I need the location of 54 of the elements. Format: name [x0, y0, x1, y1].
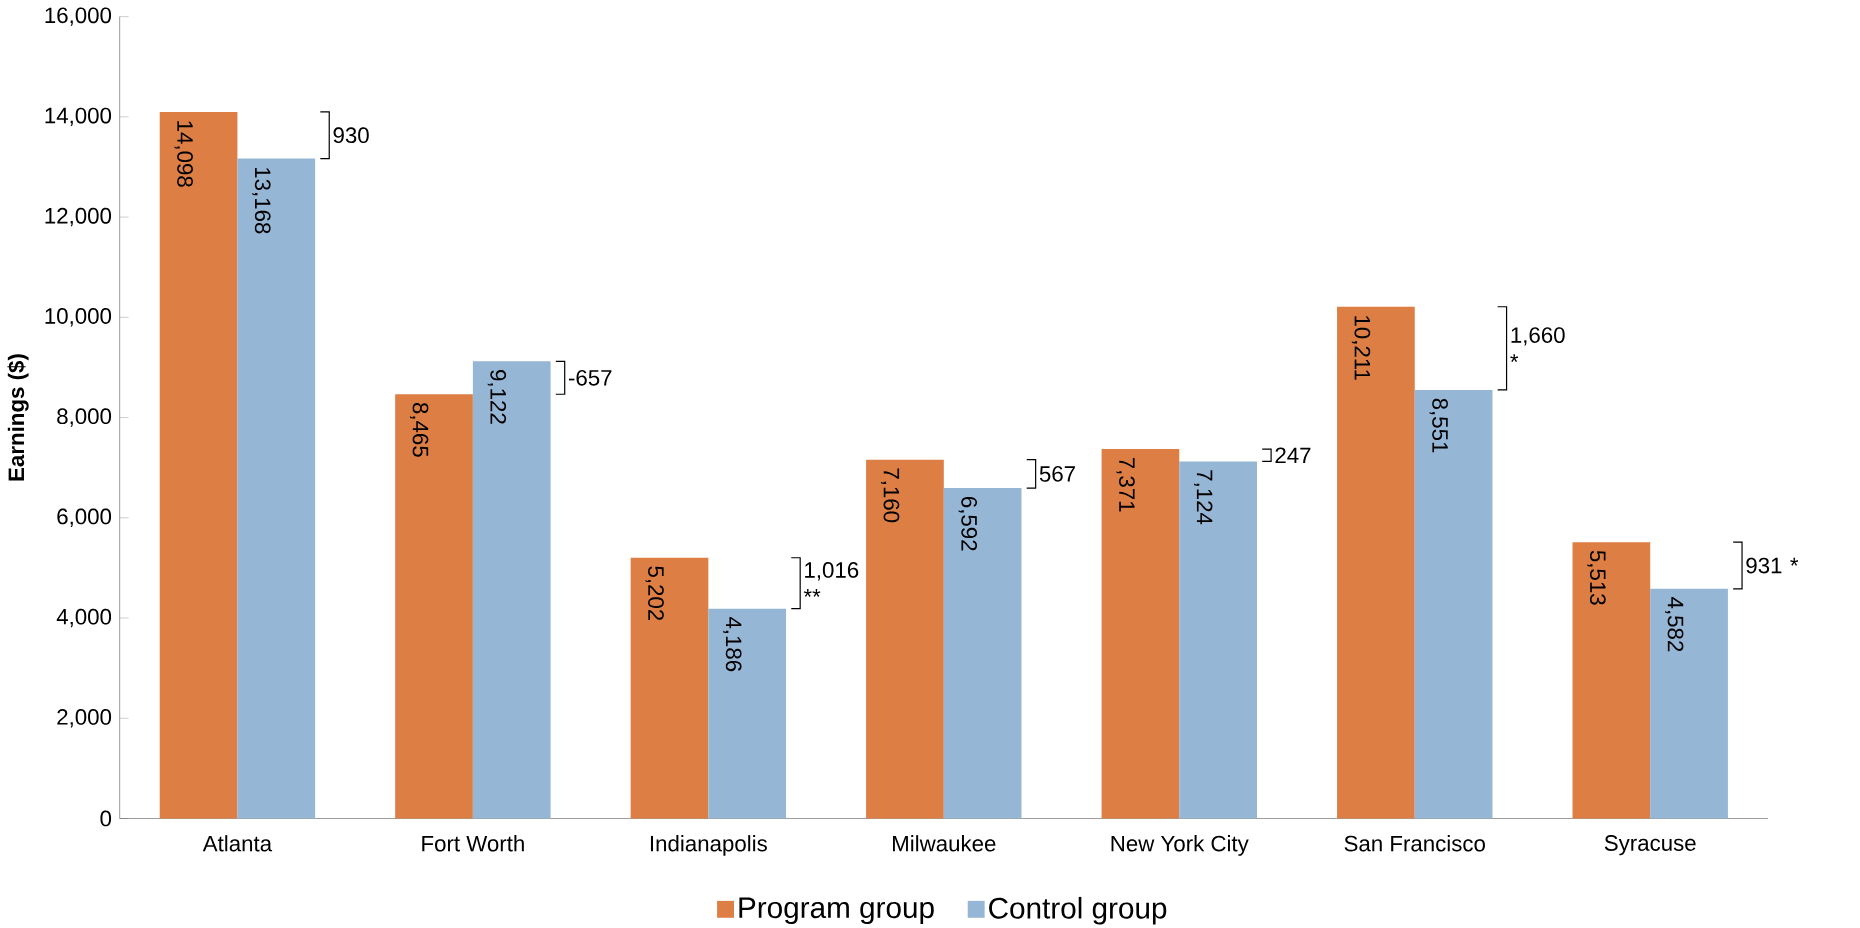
bar [866, 459, 944, 819]
data-label: 7,371 [1116, 458, 1135, 512]
y-tick-label: 14,000 [45, 107, 112, 127]
y-axis-title: Earnings ($) [7, 354, 29, 481]
annotation: -657 [568, 370, 612, 386]
y-tick-label: 8,000 [57, 408, 112, 427]
annotation: 567 [1039, 466, 1075, 482]
bar [395, 394, 473, 819]
bar [159, 112, 238, 819]
bar [1337, 306, 1415, 819]
x-tick-label: Syracuse [1604, 835, 1696, 856]
data-label: 9,122 [487, 370, 507, 424]
y-tick-label: 10,000 [45, 308, 112, 327]
y-tick-label: 12,000 [45, 208, 112, 227]
bar [630, 557, 709, 819]
data-label: 4,582 [1665, 597, 1684, 652]
bar [237, 158, 316, 819]
data-label: 13,168 [252, 168, 271, 234]
legend-label: Program group [739, 897, 934, 925]
annotation: 247 [1275, 447, 1311, 464]
bar [943, 488, 1022, 819]
data-label: 7,124 [1194, 470, 1213, 525]
data-label: 8,465 [409, 403, 429, 457]
data-label: 5,513 [1587, 550, 1606, 605]
x-tick-label: Milwaukee [893, 835, 996, 852]
y-tick-label: 2,000 [57, 709, 112, 728]
x-tick-label: San Francisco [1344, 835, 1485, 852]
data-label: 7,160 [880, 468, 900, 523]
data-label: 10,211 [1351, 316, 1371, 380]
bar [1101, 449, 1180, 819]
bar [1572, 542, 1651, 819]
y-tick-label: 6,000 [57, 508, 112, 528]
x-tick-label: New York City [1111, 835, 1249, 857]
x-tick-label: Indianapolis [650, 835, 767, 857]
data-label: 4,186 [723, 617, 742, 672]
data-label: 5,202 [645, 566, 664, 621]
bar [1650, 589, 1728, 819]
x-tick-label: Atlanta [202, 835, 273, 852]
annotation: 931 * [1746, 557, 1799, 574]
bar [1179, 461, 1257, 819]
annotation: 1,016 ** [803, 562, 859, 598]
y-tick-label: 16,000 [45, 7, 112, 26]
bar [1414, 390, 1493, 819]
data-label: 8,551 [1429, 398, 1448, 453]
bar [708, 608, 787, 819]
bar [472, 361, 551, 819]
data-label: 6,592 [958, 497, 978, 551]
y-tick-label: 4,000 [56, 608, 112, 628]
annotation: 1,660 * [1510, 327, 1565, 363]
data-label: 14,098 [174, 121, 193, 187]
x-tick-label: Fort Worth [422, 835, 524, 852]
annotation: 930 [333, 127, 369, 144]
y-tick-label: 0 [100, 810, 112, 827]
legend-label: Control group [989, 897, 1167, 925]
